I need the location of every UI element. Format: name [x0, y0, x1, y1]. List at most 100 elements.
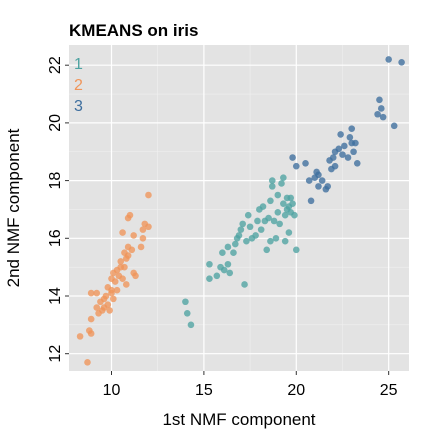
data-point	[119, 275, 126, 282]
data-point	[329, 154, 337, 161]
legend: 1 2 3	[74, 56, 83, 115]
data-point	[145, 223, 152, 231]
data-point	[182, 298, 189, 306]
y-tick-label: 20	[47, 114, 64, 132]
data-point	[315, 171, 322, 179]
data-point	[237, 226, 245, 233]
data-point	[224, 243, 232, 251]
x-axis-ticks: 10 15 20 25	[103, 371, 398, 399]
x-tick-label: 25	[380, 382, 398, 399]
data-point	[111, 278, 119, 285]
data-point	[302, 159, 309, 167]
data-point	[206, 275, 213, 282]
data-point	[110, 295, 117, 303]
data-point	[291, 211, 298, 219]
data-point	[315, 183, 322, 190]
data-point	[132, 272, 139, 280]
data-point	[276, 220, 283, 228]
data-point	[230, 249, 237, 257]
data-point	[267, 197, 274, 205]
data-point	[252, 232, 259, 239]
data-point	[318, 177, 326, 184]
data-point	[87, 315, 95, 323]
data-point	[246, 223, 254, 231]
data-point	[243, 237, 250, 245]
y-tick-label: 14	[47, 287, 64, 305]
data-point	[121, 263, 128, 271]
data-point	[398, 59, 405, 66]
data-point	[265, 214, 272, 222]
data-point	[353, 159, 361, 167]
data-point	[305, 177, 313, 184]
data-point	[206, 260, 213, 268]
data-point	[108, 286, 115, 294]
y-axis-title: 2nd NMF component	[4, 128, 23, 287]
data-point	[130, 232, 137, 239]
data-point	[307, 197, 315, 205]
data-point	[239, 220, 246, 228]
data-point	[263, 246, 271, 254]
data-point	[292, 162, 300, 170]
data-point	[119, 229, 126, 236]
data-point	[145, 191, 152, 199]
data-point	[268, 177, 276, 184]
data-point	[139, 226, 147, 233]
data-point	[289, 154, 296, 161]
data-point	[352, 139, 359, 147]
data-point	[124, 252, 132, 259]
y-tick-label: 22	[47, 56, 64, 74]
y-tick-label: 16	[47, 229, 64, 247]
data-point	[331, 162, 339, 170]
data-point	[281, 237, 289, 245]
data-point	[385, 56, 392, 63]
x-tick-label: 15	[195, 382, 213, 399]
data-point	[128, 246, 136, 254]
data-point	[390, 122, 398, 130]
data-point	[348, 125, 356, 132]
data-point	[235, 232, 243, 239]
data-point	[84, 359, 91, 366]
data-point	[139, 234, 147, 242]
data-point	[213, 272, 221, 280]
data-point	[224, 260, 232, 268]
data-point	[281, 211, 289, 219]
data-point	[274, 191, 282, 199]
x-tick-label: 20	[287, 382, 305, 399]
data-point	[379, 113, 387, 121]
data-point	[324, 183, 331, 190]
data-point	[280, 174, 287, 182]
legend-entry-3: 3	[74, 98, 83, 115]
data-point	[87, 330, 95, 337]
series-3	[289, 56, 405, 205]
data-point	[278, 180, 285, 187]
data-point	[102, 292, 110, 300]
plot-panel	[69, 45, 409, 371]
data-point	[341, 142, 348, 150]
legend-entry-2: 2	[74, 77, 83, 94]
data-point	[219, 249, 226, 257]
data-point	[289, 200, 296, 207]
data-point	[259, 203, 267, 210]
data-point	[113, 286, 121, 294]
series-2	[76, 191, 152, 366]
data-points	[76, 56, 405, 366]
data-point	[126, 211, 134, 219]
data-point	[337, 131, 344, 138]
data-point	[344, 154, 352, 161]
data-point	[335, 145, 343, 153]
chart-title: KMEANS on iris	[69, 21, 198, 40]
data-point	[183, 310, 191, 317]
data-point	[187, 321, 195, 329]
data-point	[241, 281, 248, 288]
data-point	[87, 289, 95, 297]
series-1	[182, 174, 300, 329]
data-point	[117, 258, 125, 265]
x-axis-title: 1st NMF component	[162, 410, 315, 429]
data-point	[350, 148, 357, 156]
data-point	[122, 281, 130, 288]
data-point	[280, 200, 287, 207]
data-point	[76, 333, 84, 340]
data-point	[232, 240, 239, 248]
data-point	[274, 209, 282, 216]
